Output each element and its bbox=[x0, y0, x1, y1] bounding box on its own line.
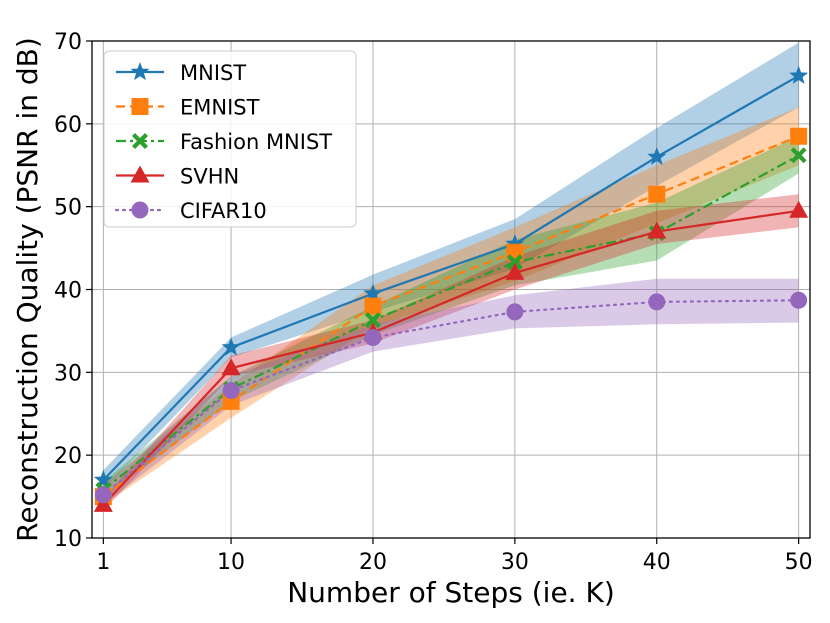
x-tick-label: 1 bbox=[96, 550, 110, 575]
cifar10-point bbox=[364, 329, 382, 347]
x-tick-label: 50 bbox=[785, 550, 813, 575]
series-markers bbox=[93, 65, 809, 512]
x-tick-label: 30 bbox=[501, 550, 529, 575]
y-tick-label: 50 bbox=[54, 196, 82, 221]
y-tick-label: 60 bbox=[54, 113, 82, 138]
mnist-point bbox=[647, 146, 667, 166]
cifar10-point bbox=[506, 303, 524, 321]
emnist-point bbox=[790, 127, 808, 145]
x-tick-label: 10 bbox=[217, 550, 245, 575]
y-tick-label: 40 bbox=[54, 279, 82, 304]
mnist-point bbox=[221, 337, 241, 356]
x-tick-label: 20 bbox=[359, 550, 387, 575]
cifar10-point bbox=[94, 486, 112, 504]
mnist-point bbox=[789, 65, 809, 84]
svhn-point bbox=[505, 262, 525, 280]
mnist-line bbox=[102, 74, 800, 481]
fashion-mnist-point bbox=[364, 312, 381, 329]
svhn-point bbox=[221, 358, 241, 376]
legend-mnist-label: MNIST bbox=[180, 61, 246, 85]
y-tick-label: 20 bbox=[54, 444, 82, 469]
svhn-band bbox=[103, 194, 799, 511]
cifar10-point bbox=[648, 293, 666, 311]
legend-emnist-label: EMNIST bbox=[180, 96, 260, 120]
axis-ticks: 1 10 20 30 40 50 10 20 30 40 50 60 70 bbox=[54, 30, 813, 575]
svhn-point bbox=[789, 200, 809, 218]
emnist-point bbox=[364, 297, 382, 315]
svhn-point bbox=[647, 221, 667, 239]
legend-svhn-label: SVHN bbox=[180, 165, 239, 189]
svhn-line bbox=[102, 209, 799, 506]
legend-fashion-mnist-label: Fashion MNIST bbox=[180, 130, 332, 154]
cifar10-point bbox=[790, 291, 808, 309]
cifar10-point bbox=[222, 382, 240, 400]
mnist-point bbox=[505, 233, 525, 253]
x-tick-label: 40 bbox=[643, 550, 671, 575]
legend-mnist-marker bbox=[130, 62, 150, 81]
legend-cifar10-marker bbox=[131, 201, 149, 219]
legend-cifar10-label: CIFAR10 bbox=[180, 199, 267, 223]
legend-box bbox=[103, 50, 357, 228]
x-axis-label: Number of Steps (ie. K) bbox=[287, 576, 615, 609]
legend: MNIST EMNIST Fashion MNIST SVHN CIFAR10 bbox=[103, 50, 357, 228]
series-lines bbox=[102, 74, 800, 506]
y-tick-label: 70 bbox=[54, 30, 82, 55]
emnist-line bbox=[102, 135, 800, 498]
legend-emnist-marker bbox=[131, 98, 149, 115]
legend-fashion-mnist-marker bbox=[132, 133, 148, 149]
y-tick-label: 10 bbox=[54, 527, 82, 552]
legend-svhn-marker bbox=[130, 165, 150, 183]
fashion-mnist-point bbox=[790, 147, 807, 164]
fashion-mnist-band bbox=[103, 136, 799, 499]
emnist-point bbox=[648, 185, 666, 203]
fashion-mnist-line bbox=[102, 154, 800, 491]
fashion-mnist-point bbox=[506, 254, 523, 271]
y-tick-label: 30 bbox=[54, 361, 82, 386]
emnist-band bbox=[103, 107, 799, 505]
y-axis-label: Reconstruction Quality (PSNR in dB) bbox=[11, 37, 44, 542]
mnist-point bbox=[93, 470, 113, 489]
cifar10-band bbox=[103, 278, 799, 505]
mnist-point bbox=[363, 283, 383, 302]
